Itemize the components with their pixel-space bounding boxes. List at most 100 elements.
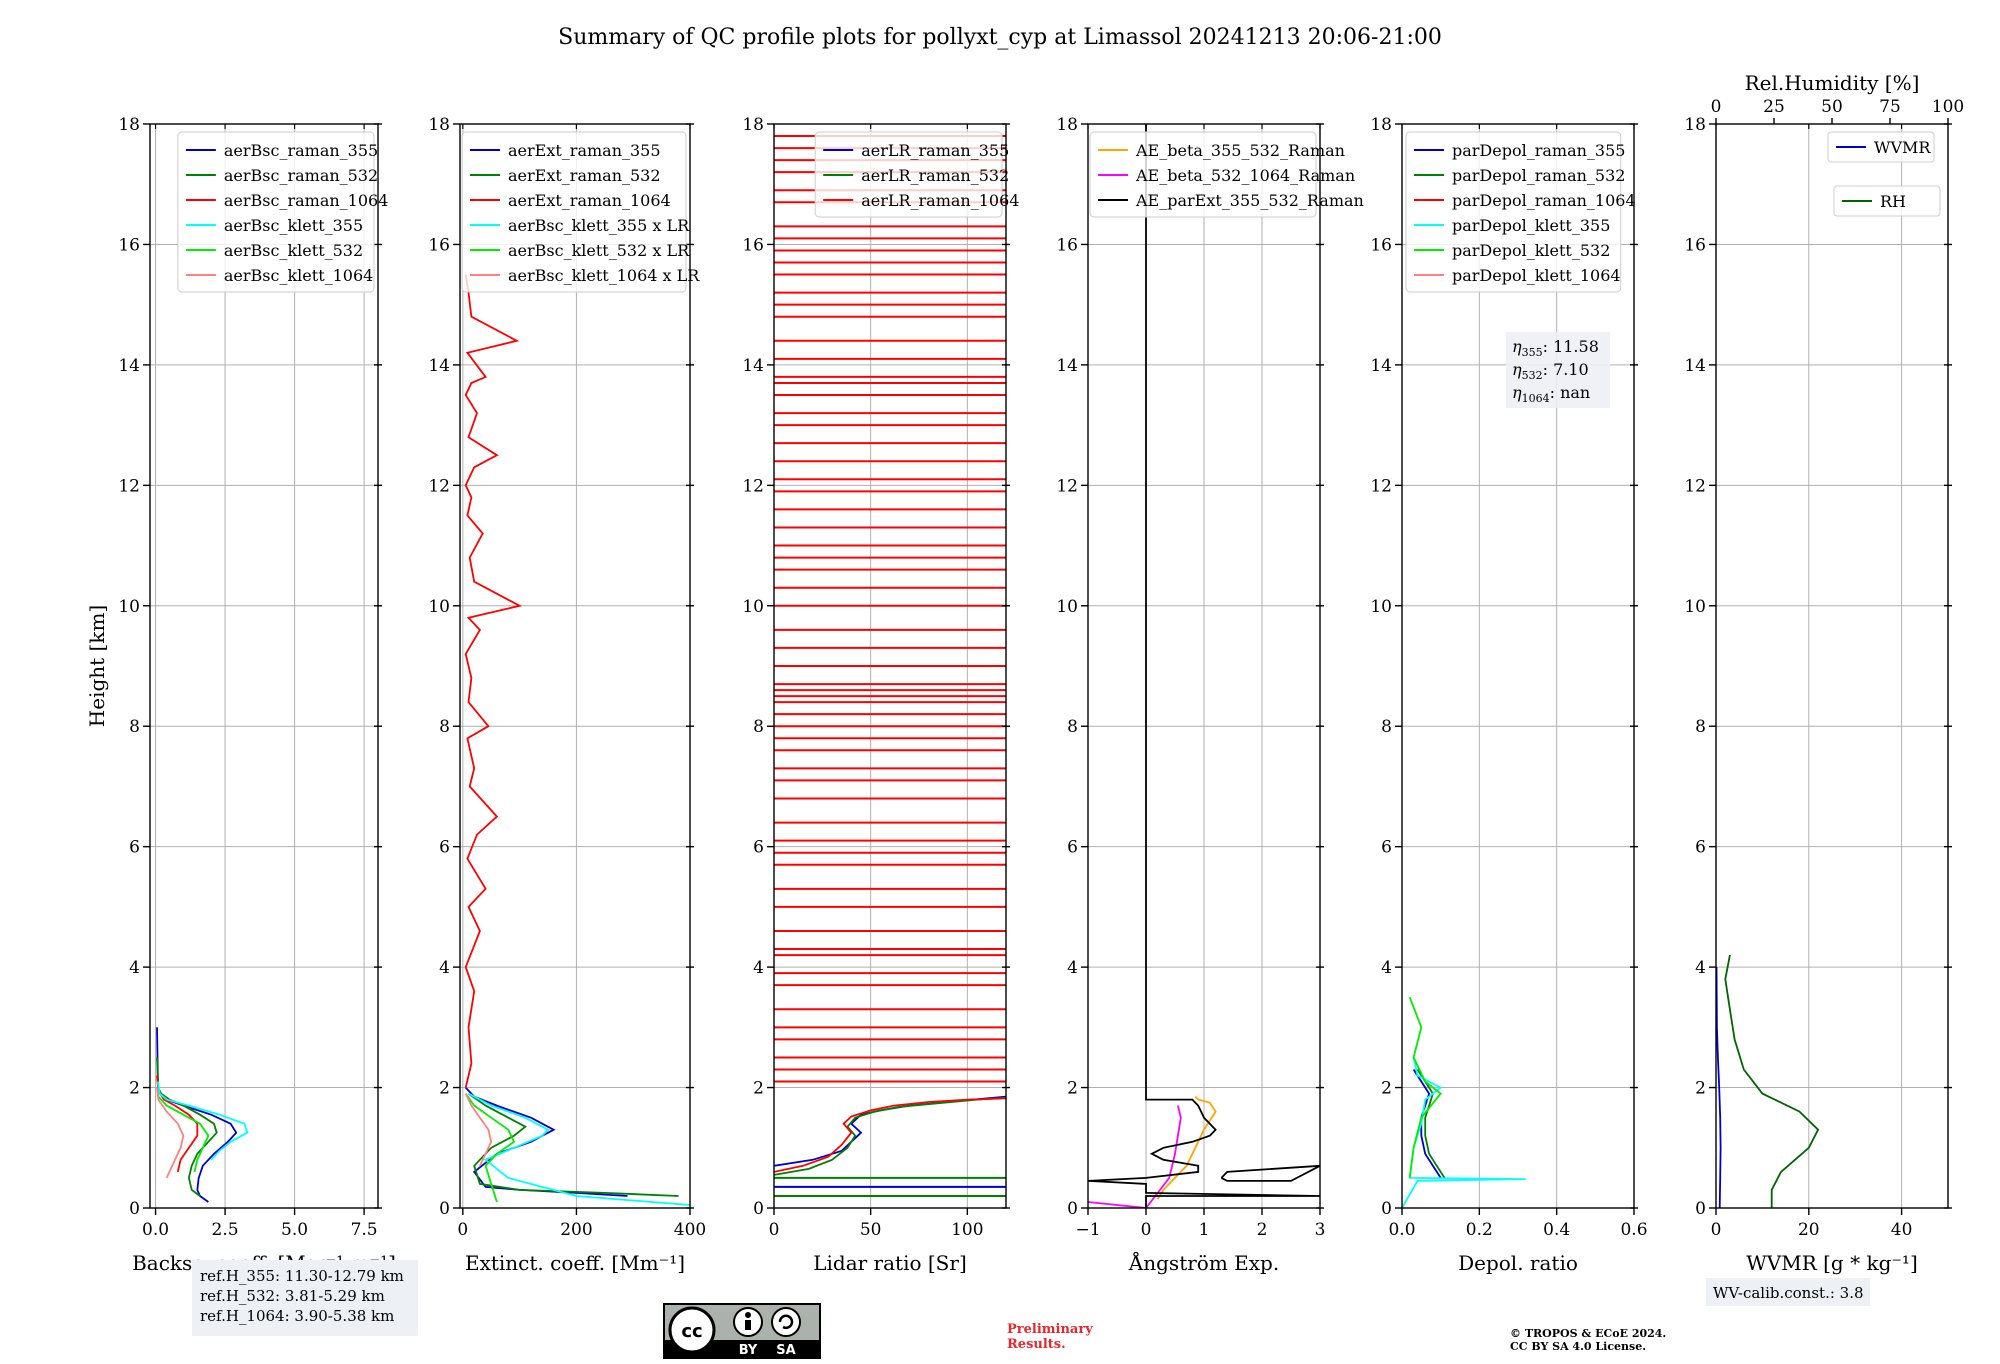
ref-height-355: ref.H_355: 11.30-12.79 km bbox=[200, 1267, 404, 1285]
ytick-label-ae-8: 16 bbox=[1056, 235, 1078, 255]
ytick-label-ae-6: 12 bbox=[1056, 476, 1078, 496]
legend-wv-0: WVMR bbox=[1827, 131, 1935, 163]
ytick-label-ext-4: 8 bbox=[439, 717, 450, 737]
ytick-label-ae-0: 0 bbox=[1067, 1199, 1078, 1219]
ytick-label-depol-5: 10 bbox=[1370, 597, 1392, 617]
ytick-label-wv-8: 16 bbox=[1684, 235, 1706, 255]
ytick-label-bsc-1: 2 bbox=[129, 1079, 140, 1099]
xaxis-label-ae: Ångström Exp. bbox=[1128, 1250, 1279, 1275]
ref-height-1064: ref.H_1064: 3.90-5.38 km bbox=[200, 1307, 394, 1325]
yaxis-label: Height [km] bbox=[85, 605, 109, 727]
ytick-label-ae-4: 8 bbox=[1067, 717, 1078, 737]
ytick-label-wv-6: 12 bbox=[1684, 476, 1706, 496]
legend-label-ext-1: aerExt_raman_532 bbox=[508, 166, 661, 185]
top-xtick-label-1: 25 bbox=[1763, 97, 1785, 117]
ytick-label-wv-1: 2 bbox=[1695, 1079, 1706, 1099]
panel-wv: 0 20 40 0 2 4 6 8 10 12 14 16 18 WVMR [g * kg⁻¹] 0 25 50… bbox=[1684, 71, 1964, 1275]
ref-height-532: ref.H_532: 3.81-5.29 km bbox=[200, 1287, 385, 1305]
panel-lr: 0 50 100 0 2 4 6 8 10 12 14 16 18 Lidar ratio [Sr] aer… bbox=[742, 115, 1019, 1275]
ytick-label-lr-9: 18 bbox=[742, 115, 764, 135]
xaxis-label-ext: Extinct. coeff. [Mm⁻¹] bbox=[465, 1251, 685, 1275]
series-line-wv-1 bbox=[1724, 954, 1820, 1208]
legend-label-depol-3: parDepol_klett_355 bbox=[1452, 216, 1610, 235]
legend-depol: parDepol_raman_355 parDepol_raman_532 parD… bbox=[1405, 131, 1636, 293]
series-line-depol-1 bbox=[1416, 1069, 1446, 1179]
ytick-label-ext-1: 2 bbox=[439, 1079, 450, 1099]
xtick-label-ext-1: 200 bbox=[560, 1220, 592, 1240]
xtick-label-ae-0: −1 bbox=[1075, 1220, 1100, 1240]
xtick-label-depol-2: 0.4 bbox=[1543, 1220, 1570, 1240]
copyright-note: © TROPOS & ECoE 2024. CC BY SA 4.0 Licen… bbox=[1510, 1327, 1666, 1353]
legend-label-bsc-5: aerBsc_klett_1064 bbox=[224, 266, 373, 285]
ref-heights-box: ref.H_355: 11.30-12.79 km ref.H_532: 3.8… bbox=[192, 1260, 418, 1336]
ytick-label-ext-0: 0 bbox=[439, 1199, 450, 1219]
axes-frame-depol bbox=[1401, 123, 1635, 1209]
ytick-label-wv-0: 0 bbox=[1695, 1199, 1706, 1219]
wv-calib-box: WV-calib.const.: 3.8 bbox=[1706, 1278, 1870, 1306]
xaxis-label-lr: Lidar ratio [Sr] bbox=[813, 1251, 967, 1275]
ytick-label-lr-2: 4 bbox=[753, 958, 764, 978]
eta-label-355: η355: 11.58 bbox=[1512, 337, 1599, 359]
ytick-label-wv-7: 14 bbox=[1684, 356, 1706, 376]
cc-license-badge[interactable]: cc BY SA bbox=[663, 1303, 821, 1359]
legend-wv-1: RH bbox=[1833, 185, 1941, 217]
series-line-lr-2 bbox=[774, 1097, 1006, 1173]
legend-label-lr-0: aerLR_raman_355 bbox=[861, 141, 1009, 160]
legend-label-wv-1: RH bbox=[1880, 192, 1906, 211]
xtick-label-lr-0: 0 bbox=[769, 1220, 780, 1240]
copyright-line-2: CC BY SA 4.0 License. bbox=[1510, 1340, 1646, 1353]
xtick-label-wv-1: 20 bbox=[1798, 1220, 1820, 1240]
ytick-label-lr-8: 16 bbox=[742, 235, 764, 255]
xtick-label-ext-2: 400 bbox=[674, 1220, 706, 1240]
xtick-label-depol-3: 0.6 bbox=[1620, 1220, 1647, 1240]
ytick-label-ext-8: 16 bbox=[428, 235, 450, 255]
ytick-label-lr-5: 10 bbox=[742, 597, 764, 617]
ytick-label-bsc-2: 4 bbox=[129, 958, 140, 978]
ytick-label-ae-9: 18 bbox=[1056, 115, 1078, 135]
axes-frame-bsc bbox=[149, 123, 379, 1209]
legend-box-ae bbox=[1089, 131, 1317, 218]
ytick-label-lr-7: 14 bbox=[742, 356, 764, 376]
legend-ext: aerExt_raman_355 aerExt_raman_532 aerExt_r… bbox=[461, 131, 700, 293]
xtick-label-depol-0: 0.0 bbox=[1388, 1220, 1415, 1240]
ytick-label-bsc-7: 14 bbox=[118, 356, 140, 376]
legend-label-ext-4: aerBsc_klett_532 x LR bbox=[508, 241, 690, 260]
ytick-label-bsc-8: 16 bbox=[118, 235, 140, 255]
xtick-label-bsc-3: 7.5 bbox=[351, 1220, 378, 1240]
legend-ae: AE_beta_355_532_Raman AE_beta_532_1064_Ra… bbox=[1089, 131, 1364, 218]
ytick-label-depol-4: 8 bbox=[1381, 717, 1392, 737]
ytick-label-lr-1: 2 bbox=[753, 1079, 764, 1099]
series-line-bsc-4 bbox=[156, 1087, 210, 1173]
ytick-label-depol-7: 14 bbox=[1370, 356, 1392, 376]
series-line-bsc-1 bbox=[156, 1057, 218, 1197]
xtick-label-wv-0: 0 bbox=[1711, 1220, 1722, 1240]
legend-box-lr bbox=[814, 131, 1003, 218]
ytick-label-wv-4: 8 bbox=[1695, 717, 1706, 737]
xtick-label-lr-2: 100 bbox=[951, 1220, 983, 1240]
ytick-label-depol-1: 2 bbox=[1381, 1079, 1392, 1099]
top-xaxis-label: Rel.Humidity [%] bbox=[1745, 71, 1920, 95]
preliminary-line-2: Results. bbox=[1007, 1337, 1066, 1352]
ytick-label-depol-9: 18 bbox=[1370, 115, 1392, 135]
ytick-label-depol-8: 16 bbox=[1370, 235, 1392, 255]
ytick-label-ext-5: 10 bbox=[428, 597, 450, 617]
xtick-label-ext-0: 0 bbox=[457, 1220, 468, 1240]
cc-icon-text: cc bbox=[681, 1321, 702, 1342]
legend-label-bsc-3: aerBsc_klett_355 bbox=[224, 216, 363, 235]
ytick-label-depol-2: 4 bbox=[1381, 958, 1392, 978]
top-xtick-label-4: 100 bbox=[1932, 97, 1964, 117]
xtick-label-bsc-1: 2.5 bbox=[212, 1220, 239, 1240]
legend-label-depol-0: parDepol_raman_355 bbox=[1452, 141, 1625, 160]
xaxis-label-depol: Depol. ratio bbox=[1458, 1251, 1578, 1275]
series-line-ext-5 bbox=[464, 1093, 493, 1167]
xtick-label-ae-4: 3 bbox=[1315, 1220, 1326, 1240]
ytick-label-depol-6: 12 bbox=[1370, 476, 1392, 496]
legend-label-depol-2: parDepol_raman_1064 bbox=[1452, 191, 1636, 210]
panel-ext: 0 200 400 0 2 4 6 8 10 12 14 16 18 Extinct. coeff. [M… bbox=[428, 115, 706, 1275]
legend-label-depol-4: parDepol_klett_532 bbox=[1452, 241, 1610, 260]
legend-bsc: aerBsc_raman_355 aerBsc_raman_532 aerBsc_r… bbox=[177, 131, 388, 293]
ytick-label-ae-3: 6 bbox=[1067, 838, 1078, 858]
